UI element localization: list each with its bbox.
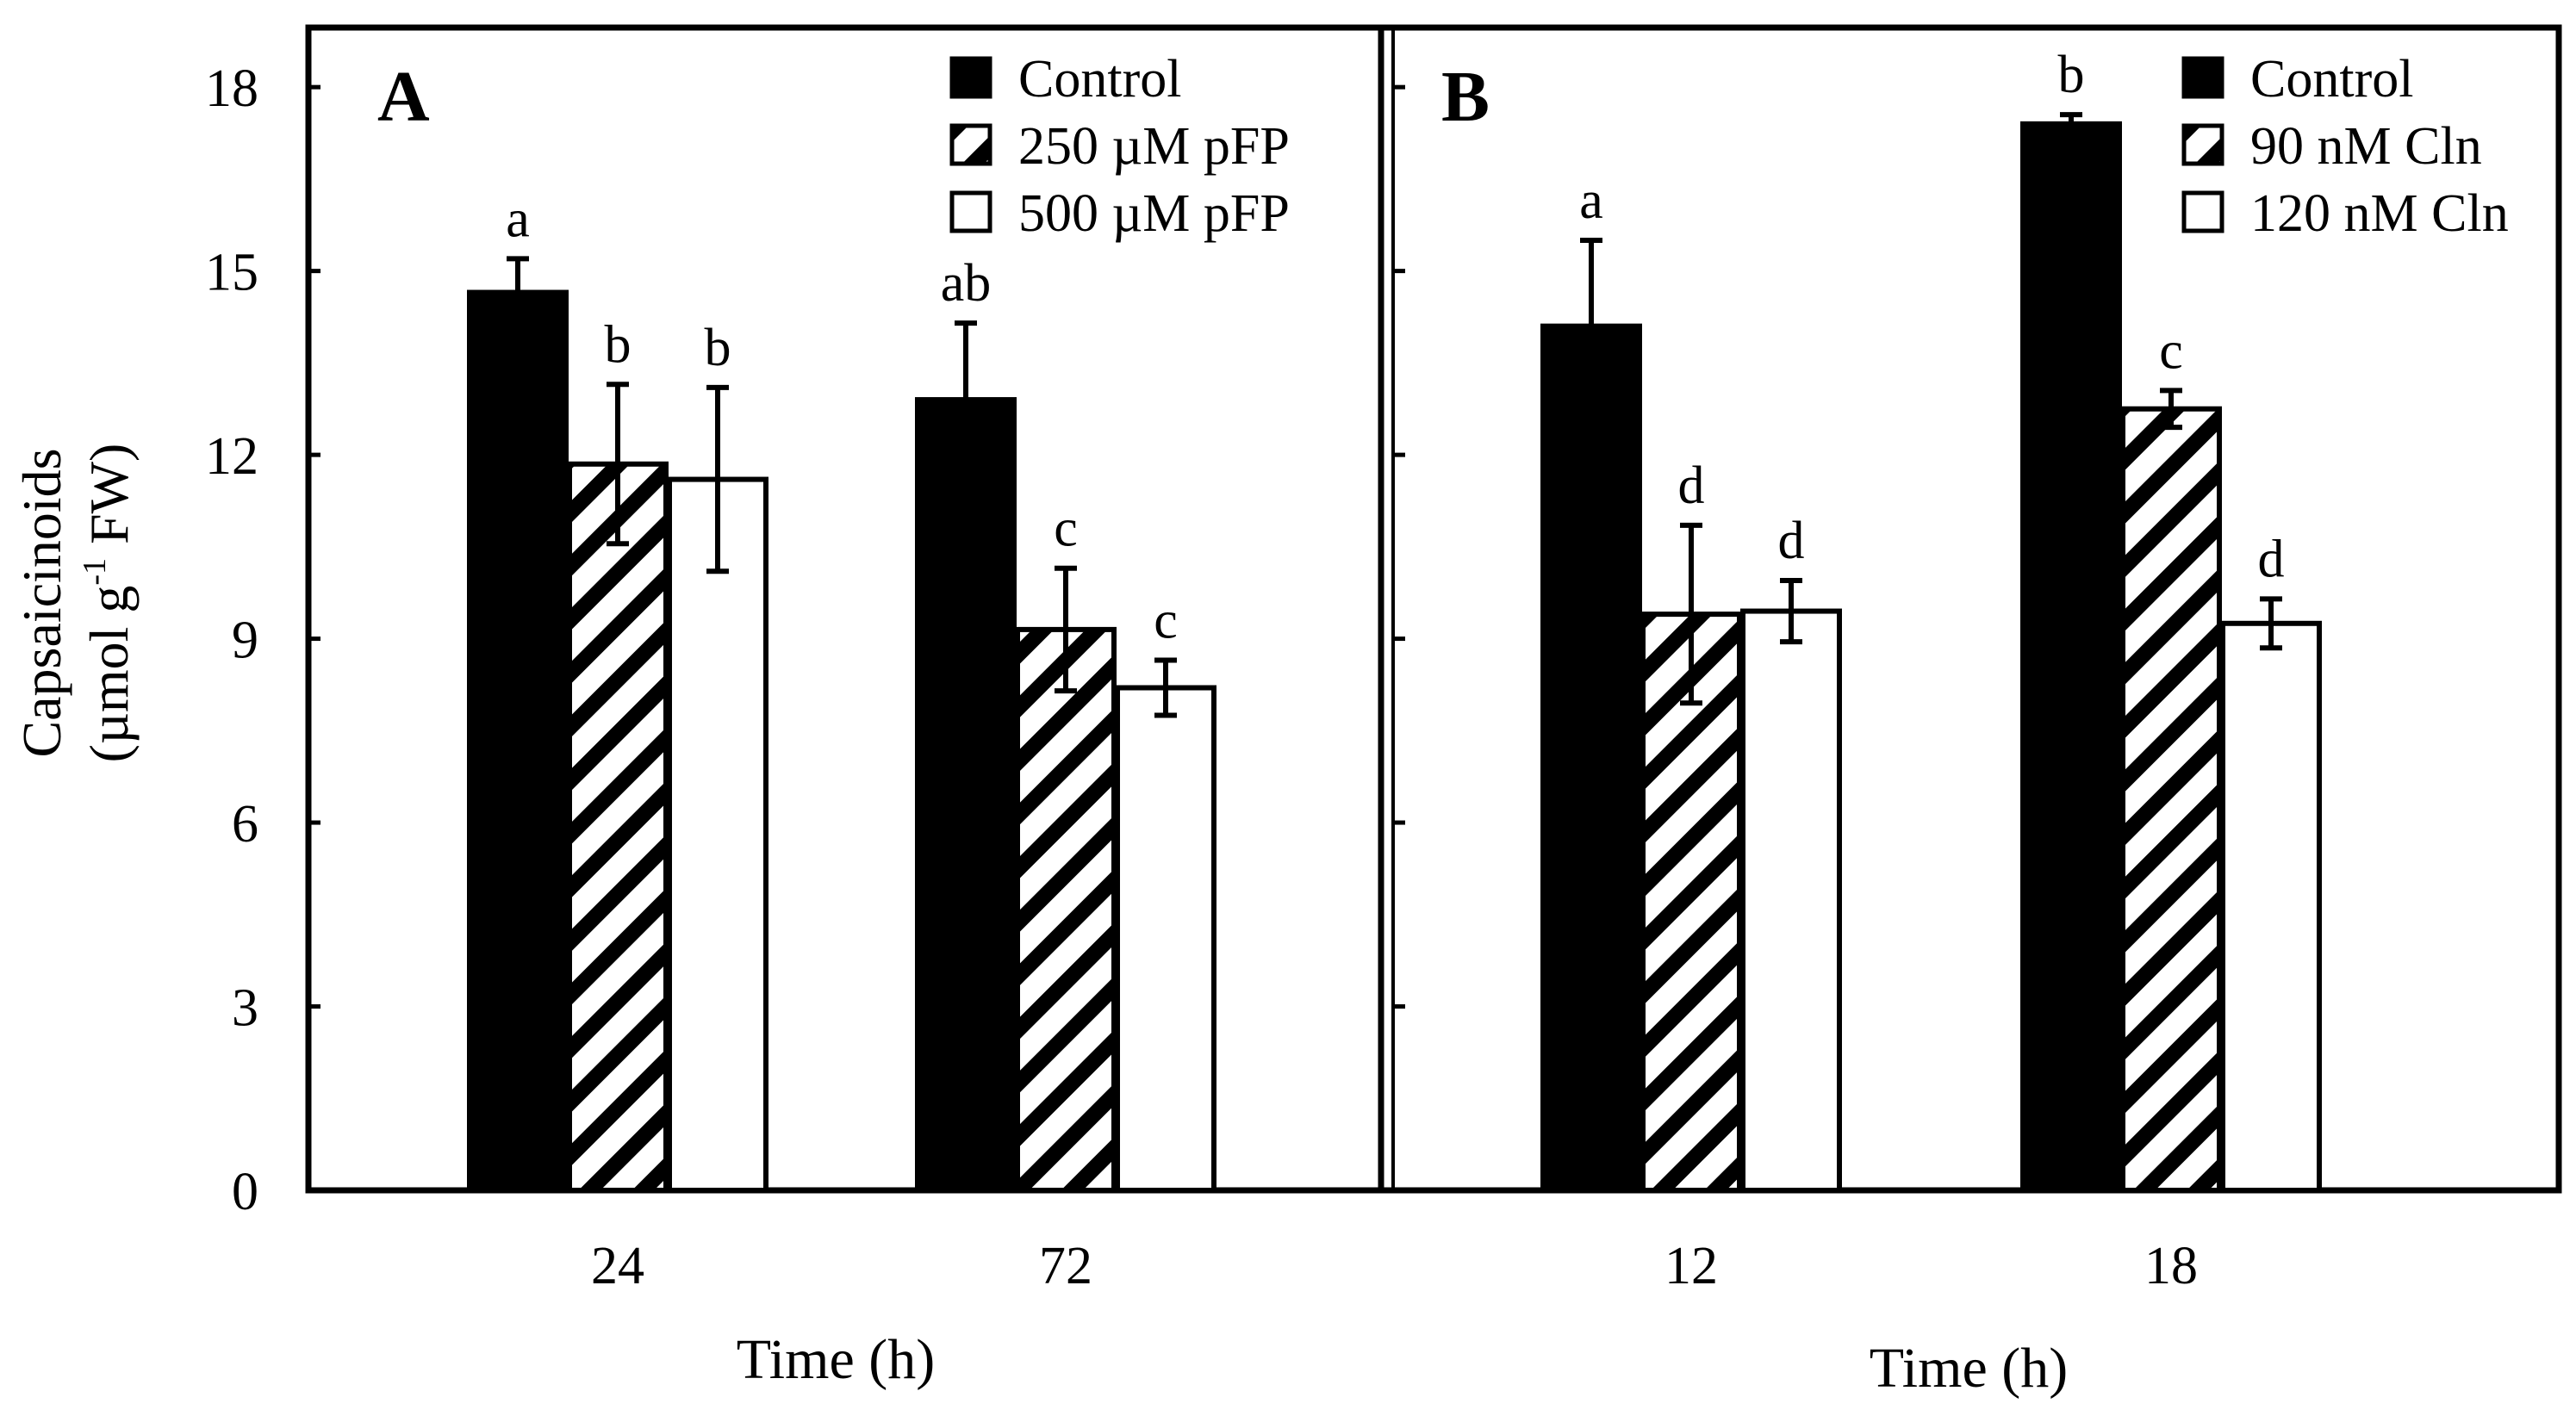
y-tick-label: 15 bbox=[205, 244, 258, 302]
x-tick-label: 12 bbox=[1664, 1237, 1718, 1295]
significance-letter: d bbox=[1678, 456, 1705, 515]
x-tick-label: 18 bbox=[2144, 1237, 2198, 1295]
legend-label: 120 nM Cln bbox=[2250, 184, 2509, 243]
legend-swatch bbox=[2181, 56, 2224, 99]
y-tick-label: 12 bbox=[205, 427, 258, 486]
significance-letter: b bbox=[705, 319, 731, 377]
bar bbox=[2120, 406, 2222, 1194]
significance-letter: c bbox=[2159, 321, 2183, 380]
y-axis-unit-prefix: (µmol g bbox=[78, 586, 140, 763]
legend-label: 500 µM pFP bbox=[1018, 184, 1290, 243]
bar bbox=[1015, 626, 1117, 1193]
bar bbox=[667, 476, 768, 1193]
legend-label: 250 µM pFP bbox=[1018, 117, 1290, 176]
legend-label: Control bbox=[2250, 50, 2413, 109]
y-axis-title: Capsaicinoids bbox=[11, 448, 72, 757]
bar bbox=[1640, 612, 1742, 1193]
bar bbox=[1540, 323, 1642, 1193]
legend-swatch bbox=[949, 56, 992, 99]
bar bbox=[1740, 608, 1842, 1193]
legend-swatch bbox=[2181, 123, 2224, 166]
significance-letter: b bbox=[2058, 46, 2085, 104]
bar bbox=[1115, 685, 1216, 1193]
legend-swatch bbox=[949, 190, 992, 233]
significance-letter: d bbox=[2258, 530, 2285, 588]
significance-letter: c bbox=[1154, 591, 1178, 649]
panel-a-label: A bbox=[377, 57, 430, 137]
y-axis-unit-suffix: FW) bbox=[78, 444, 140, 558]
x-tick-label: 72 bbox=[1039, 1237, 1092, 1295]
x-tick-label: 24 bbox=[591, 1237, 644, 1295]
legend-swatch bbox=[949, 123, 992, 166]
significance-letter: c bbox=[1054, 500, 1078, 558]
panel-a-x-axis-title: Time (h) bbox=[737, 1328, 935, 1391]
y-axis-unit-superscript: -1 bbox=[77, 558, 113, 586]
bar bbox=[467, 289, 569, 1193]
legend-label: 90 nM Cln bbox=[2250, 117, 2482, 176]
y-tick-label: 3 bbox=[232, 979, 258, 1038]
y-tick-label: 0 bbox=[232, 1163, 258, 1221]
y-tick-label: 6 bbox=[232, 795, 258, 854]
bar bbox=[2220, 620, 2322, 1193]
panel-b-x-axis-title: Time (h) bbox=[1870, 1337, 2068, 1400]
y-tick-label: 18 bbox=[205, 59, 258, 118]
bar bbox=[915, 397, 1017, 1193]
legend-swatch bbox=[2181, 190, 2224, 233]
legend-label: Control bbox=[1018, 50, 1181, 109]
panel-b-frame bbox=[1378, 24, 2562, 1194]
significance-letter: ab bbox=[941, 254, 992, 313]
panel-b-label: B bbox=[1441, 57, 1490, 137]
y-axis-unit: (µmol g-1 FW) bbox=[77, 444, 140, 763]
significance-letter: d bbox=[1778, 512, 1805, 570]
y-tick-label: 9 bbox=[232, 612, 258, 670]
bar bbox=[2020, 121, 2122, 1193]
significance-letter: a bbox=[506, 189, 530, 248]
significance-letter: a bbox=[1579, 171, 1603, 230]
significance-letter: b bbox=[605, 315, 632, 374]
bar bbox=[567, 461, 669, 1193]
